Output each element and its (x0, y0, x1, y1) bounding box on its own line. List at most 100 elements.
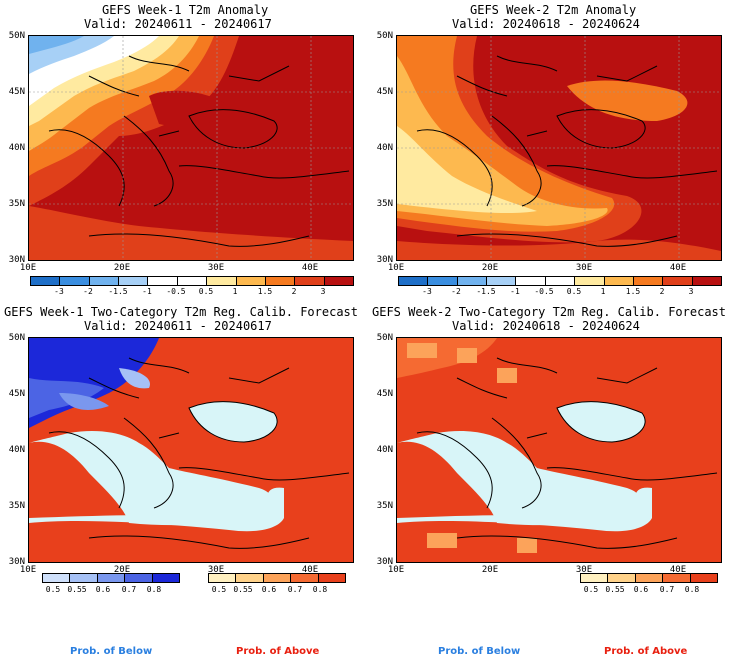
colorbar-label: 0.5 (211, 585, 227, 594)
colorbar-swatch (575, 277, 605, 285)
colorbar-swatch (324, 277, 353, 285)
panel-title: GEFS Week-2 T2m Anomaly (470, 3, 637, 17)
lat-label: 45N (8, 389, 25, 399)
lon-label: 30E (207, 263, 225, 273)
lon-label: 40E (669, 565, 687, 575)
colorbar-label: -3 (422, 287, 432, 296)
prob-below-caption: Prob. of Below (438, 646, 521, 657)
colorbar-label: 0.55 (233, 585, 253, 594)
lon-label: 40E (669, 263, 687, 273)
panel-valid-dates: Valid: 20240611 - 20240617 (84, 319, 272, 333)
lon-label: 10E (387, 263, 405, 273)
colorbar-label: 3 (688, 287, 694, 296)
colorbar-label: 1.5 (625, 287, 641, 296)
colorbar-label: 0.5 (198, 287, 214, 296)
colorbar-swatch (70, 574, 98, 582)
colorbar-label: 0.55 (67, 585, 87, 594)
colorbar-label: 1 (232, 287, 238, 296)
panel-valid-dates: Valid: 20240618 - 20240624 (452, 319, 640, 333)
colorbar-swatch (663, 277, 693, 285)
colorbar-swatch (263, 574, 292, 582)
colorbar-label: -2 (83, 287, 93, 296)
prob-below-caption: Prob. of Below (70, 646, 153, 657)
anomaly-map (396, 35, 722, 261)
colorbar-swatch (97, 574, 126, 582)
lat-label: 50N (8, 31, 25, 41)
lon-label: 30E (575, 565, 593, 575)
lon-label: 40E (301, 565, 319, 575)
colorbar-swatch (236, 574, 264, 582)
colorbar-label: -0.5 (534, 287, 554, 296)
colorbar-label: 3 (320, 287, 326, 296)
colorbar-swatch (690, 574, 718, 582)
lon-label: 10E (387, 565, 405, 575)
colorbar-label: -1.5 (476, 287, 496, 296)
lat-label: 40N (376, 445, 393, 455)
lat-label: 30N (8, 557, 25, 567)
colorbar-label: 2 (659, 287, 665, 296)
colorbar-swatch (545, 277, 576, 285)
lat-label: 30N (376, 255, 393, 265)
colorbar-swatch (487, 277, 517, 285)
colorbar-label: 1.5 (257, 287, 273, 296)
colorbar-swatch (209, 574, 237, 582)
colorbar-label: 0.7 (659, 585, 675, 594)
colorbar-swatch (604, 277, 634, 285)
prob-below-colorbar (42, 573, 180, 583)
colorbar-swatch (516, 277, 546, 285)
panel-title: GEFS Week-1 T2m Anomaly (102, 3, 269, 17)
lat-label: 50N (376, 333, 393, 343)
colorbar-swatch (265, 277, 296, 285)
colorbar-label: 0.5 (45, 585, 61, 594)
probability-map (28, 337, 354, 563)
colorbar-label: -1 (142, 287, 152, 296)
colorbar-swatch (177, 277, 208, 285)
colorbar-label: 0.6 (261, 585, 277, 594)
colorbar-label: 0.6 (95, 585, 111, 594)
colorbar-label: 0.8 (312, 585, 328, 594)
colorbar-swatch (399, 277, 429, 285)
anomaly-colorbar (30, 276, 354, 286)
anomaly-map (28, 35, 354, 261)
colorbar-swatch (692, 277, 721, 285)
prob-above-caption: Prob. of Above (604, 646, 688, 657)
lon-label: 30E (575, 263, 593, 273)
lon-label: 20E (481, 263, 499, 273)
colorbar-label: 2 (291, 287, 297, 296)
lon-label: 20E (113, 565, 131, 575)
lat-label: 45N (376, 87, 393, 97)
lat-label: 35N (376, 501, 393, 511)
colorbar-swatch (125, 574, 153, 582)
colorbar-label: 0.7 (121, 585, 137, 594)
lat-label: 35N (8, 501, 25, 511)
colorbar-label: 1 (600, 287, 606, 296)
colorbar-label: 0.5 (566, 287, 582, 296)
panel-title: GEFS Week-1 Two-Category T2m Reg. Calib.… (4, 305, 359, 319)
colorbar-swatch (633, 277, 664, 285)
colorbar-label: 0.6 (633, 585, 649, 594)
colorbar-swatch (581, 574, 609, 582)
lat-label: 45N (376, 389, 393, 399)
lat-label: 40N (8, 143, 25, 153)
colorbar-swatch (43, 574, 71, 582)
anomaly-colorbar (398, 276, 722, 286)
lon-label: 10E (19, 263, 37, 273)
colorbar-label: -2 (451, 287, 461, 296)
colorbar-swatch (291, 574, 319, 582)
lat-label: 35N (376, 199, 393, 209)
colorbar-swatch (207, 277, 237, 285)
colorbar-swatch (635, 574, 664, 582)
lon-label: 20E (481, 565, 499, 575)
lat-label: 50N (8, 333, 25, 343)
colorbar-swatch (457, 277, 488, 285)
colorbar-swatch (608, 574, 636, 582)
colorbar-swatch (663, 574, 691, 582)
colorbar-swatch (148, 277, 178, 285)
lon-label: 10E (19, 565, 37, 575)
lat-label: 45N (8, 87, 25, 97)
colorbar-swatch (119, 277, 149, 285)
panel-valid-dates: Valid: 20240611 - 20240617 (84, 17, 272, 31)
colorbar-label: 0.7 (287, 585, 303, 594)
colorbar-swatch (428, 277, 458, 285)
colorbar-label: -1 (510, 287, 520, 296)
